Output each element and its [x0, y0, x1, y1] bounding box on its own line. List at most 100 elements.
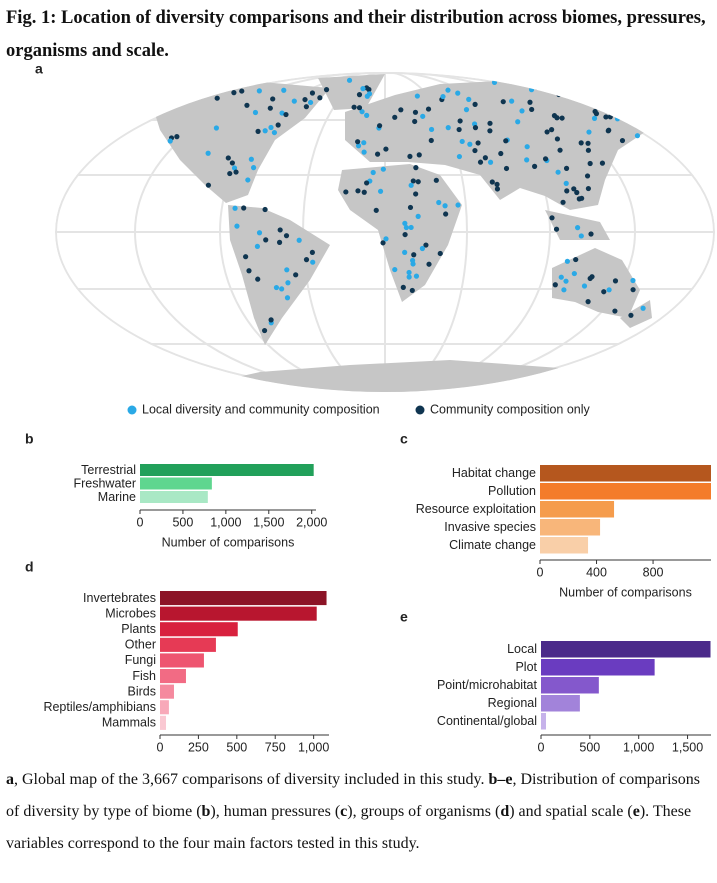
map-point [426, 261, 432, 267]
panel-label: e [400, 609, 408, 625]
bar [541, 677, 599, 694]
map-point [227, 170, 233, 177]
map-point [433, 177, 439, 183]
panel-label: b [25, 431, 34, 447]
map-point [524, 157, 530, 163]
map-point [317, 95, 323, 101]
map-point [196, 88, 203, 94]
map-point [487, 128, 493, 134]
map-point [412, 118, 418, 125]
map-point [355, 188, 361, 194]
map-point [463, 107, 470, 113]
x-tick-label: 1,500 [253, 515, 284, 529]
map-point [489, 179, 495, 185]
map-point [574, 225, 581, 231]
map-point [412, 109, 419, 115]
map-point [174, 134, 180, 140]
map-point [558, 274, 564, 280]
x-tick-label: 500 [579, 740, 600, 754]
map-point [436, 199, 442, 206]
map-point [553, 226, 560, 232]
map-point [380, 240, 386, 246]
map-point [268, 317, 274, 323]
category-label: Fungi [125, 653, 156, 667]
map-point [564, 188, 570, 194]
bar [541, 713, 546, 730]
category-label: Birds [128, 684, 156, 698]
bar [160, 684, 174, 699]
caption-segment: c [340, 803, 348, 820]
map-point [605, 128, 611, 134]
caption-segment: ). These variables correspond to the fou… [6, 803, 692, 852]
map-point [359, 109, 365, 115]
map-point [392, 114, 398, 120]
map-point [406, 269, 412, 276]
map-point [361, 149, 367, 155]
map-point [283, 111, 289, 118]
map-point [459, 138, 465, 145]
map-point [231, 90, 237, 96]
x-tick-label: 2,000 [296, 515, 327, 529]
map-point [416, 152, 422, 158]
x-tick-label: 500 [172, 515, 193, 529]
map-point [410, 178, 416, 184]
map-point [323, 87, 330, 93]
map-point [410, 261, 416, 267]
x-tick-label: 0 [538, 740, 545, 754]
map-point [532, 163, 538, 169]
x-axis-label: Number of comparisons [162, 535, 295, 549]
map-point [612, 308, 618, 314]
map-point [309, 90, 316, 96]
map-point [214, 95, 220, 101]
map-point [355, 139, 361, 145]
map-point [409, 287, 415, 294]
caption-segment: , Global map of the 3,667 comparisons of… [14, 771, 489, 788]
map-point [377, 188, 384, 194]
map-point [364, 180, 370, 186]
bar [160, 669, 186, 684]
bar [140, 464, 314, 476]
map-point [255, 128, 261, 134]
map-point [413, 165, 419, 171]
caption-segment: ) and spatial scale ( [509, 803, 633, 820]
map-point [263, 237, 269, 243]
map-point [262, 128, 268, 134]
map-point [233, 169, 239, 175]
map-point [556, 91, 562, 98]
figure: a Local diversity and community co [25, 61, 715, 754]
x-tick-label: 1,500 [672, 740, 703, 754]
map-point [307, 99, 314, 106]
category-label: Invasive species [444, 520, 536, 534]
map-point [601, 289, 607, 295]
map-point [284, 267, 290, 273]
map-point [482, 155, 488, 161]
map-point [477, 159, 484, 165]
map-point [392, 266, 398, 273]
map-point [563, 180, 569, 186]
x-tick-label: 0 [137, 515, 144, 529]
category-label: Habitat change [452, 466, 536, 480]
map-point [271, 129, 278, 136]
map-point [293, 272, 299, 278]
map-point [234, 223, 240, 229]
map-point [606, 88, 612, 94]
category-label: Invertebrates [83, 591, 156, 605]
map-point [355, 143, 362, 149]
bar [541, 641, 711, 658]
map-point [494, 186, 501, 192]
map-point [273, 284, 280, 291]
map-point [232, 205, 238, 211]
map-point [456, 153, 463, 160]
map-point [619, 137, 626, 144]
map-point [376, 123, 383, 129]
map-point [581, 283, 588, 289]
bar [160, 622, 238, 637]
map-point [607, 114, 613, 120]
map-point [564, 258, 570, 264]
map-point [587, 275, 593, 282]
map-point [283, 233, 290, 239]
map-point [542, 156, 549, 162]
map-point [533, 84, 540, 90]
map-point [515, 119, 521, 125]
caption-segment: ), groups of organisms ( [347, 803, 501, 820]
